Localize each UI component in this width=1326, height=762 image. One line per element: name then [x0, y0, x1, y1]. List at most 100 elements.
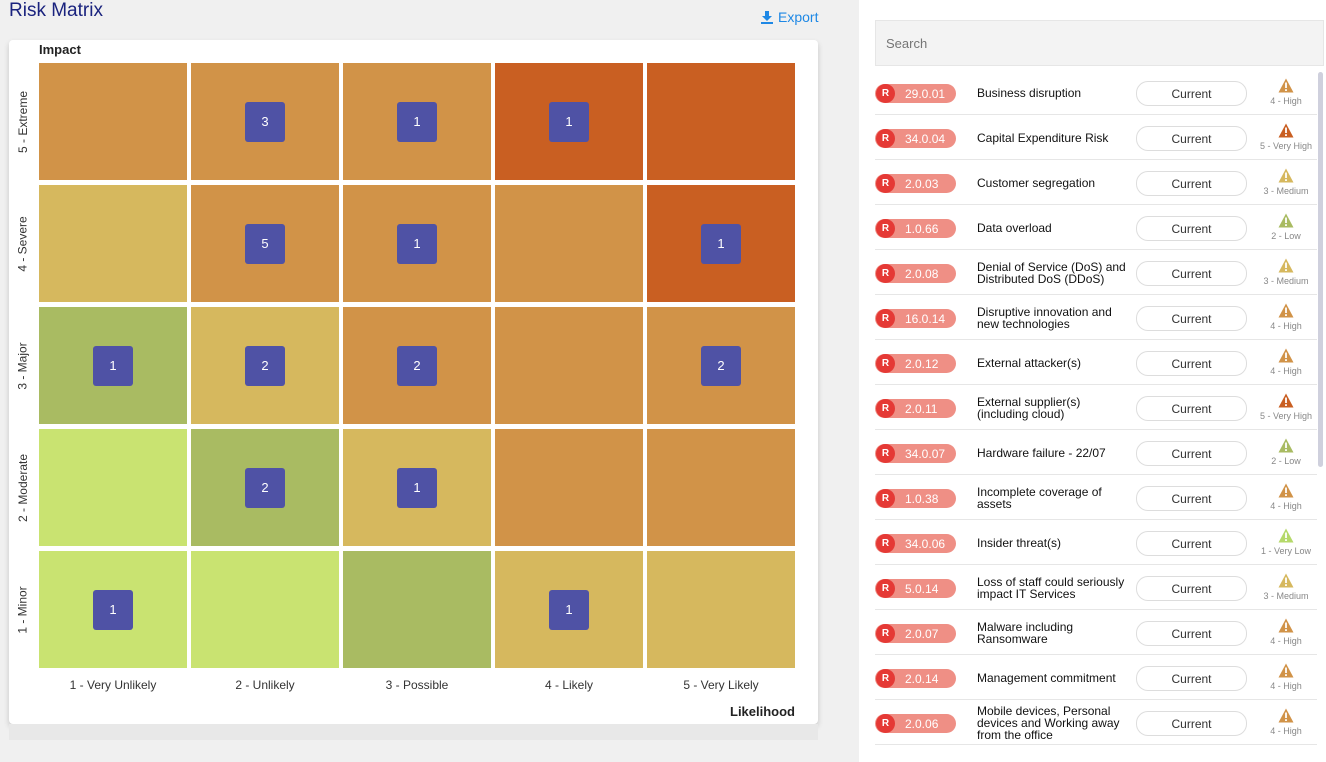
- matrix-cell[interactable]: [495, 307, 643, 424]
- risk-name: Customer segregation: [977, 175, 1096, 190]
- export-button[interactable]: Export: [760, 9, 818, 25]
- risk-list: R 29.0.01 Business disruption Current 4 - Hi…: [875, 70, 1317, 745]
- severity-label: 4 - High: [1270, 726, 1302, 736]
- risk-count-badge[interactable]: 1: [397, 223, 437, 264]
- risk-list-item[interactable]: R 2.0.14 Management commitment Current 4 - H…: [875, 655, 1317, 700]
- risk-type-r: R: [876, 174, 895, 193]
- matrix-cell[interactable]: [39, 185, 187, 302]
- matrix-cell[interactable]: 2: [647, 307, 795, 424]
- risk-list-item[interactable]: R 29.0.01 Business disruption Current 4 - Hi…: [875, 70, 1317, 115]
- risk-status-pill[interactable]: Current: [1136, 306, 1247, 331]
- search-input[interactable]: [875, 20, 1324, 66]
- risk-id-pill[interactable]: R 2.0.07: [875, 624, 956, 643]
- risk-list-item[interactable]: R 34.0.04 Capital Expenditure Risk Current 5…: [875, 115, 1317, 160]
- risk-count-badge[interactable]: 5: [245, 223, 285, 264]
- matrix-cell[interactable]: 2: [343, 307, 491, 424]
- risk-list-item[interactable]: R 1.0.38 Incomplete coverage of assets Curr…: [875, 475, 1317, 520]
- risk-status-pill[interactable]: Current: [1136, 531, 1247, 556]
- matrix-cell[interactable]: [39, 429, 187, 546]
- risk-id-pill[interactable]: R 34.0.07: [875, 444, 956, 463]
- matrix-cell[interactable]: 1: [647, 185, 795, 302]
- risk-id-pill[interactable]: R 34.0.04: [875, 129, 956, 148]
- risk-status-pill[interactable]: Current: [1136, 396, 1247, 421]
- matrix-cell[interactable]: [39, 63, 187, 180]
- risk-list-item[interactable]: R 34.0.07 Hardware failure - 22/07 Current 2…: [875, 430, 1317, 475]
- risk-count-badge[interactable]: 3: [245, 101, 285, 142]
- risk-status-pill[interactable]: Current: [1136, 351, 1247, 376]
- risk-count-badge[interactable]: 1: [549, 101, 589, 142]
- risk-count-badge[interactable]: 2: [245, 467, 285, 508]
- matrix-cell[interactable]: 1: [343, 63, 491, 180]
- matrix-cell[interactable]: 1: [495, 551, 643, 668]
- matrix-cell[interactable]: 1: [343, 429, 491, 546]
- risk-id-pill[interactable]: R 2.0.06: [875, 714, 956, 733]
- risk-list-item[interactable]: R 2.0.03 Customer segregation Current 3 - Me…: [875, 160, 1317, 205]
- risk-id-pill[interactable]: R 5.0.14: [875, 579, 956, 598]
- risk-count-badge[interactable]: 2: [397, 345, 437, 386]
- risk-count-badge[interactable]: 1: [397, 467, 437, 508]
- matrix-cell[interactable]: [647, 551, 795, 668]
- risk-count-badge[interactable]: 1: [397, 101, 437, 142]
- matrix-cell[interactable]: [647, 63, 795, 180]
- risk-id-pill[interactable]: R 2.0.11: [875, 399, 956, 418]
- risk-type-r: R: [876, 399, 895, 418]
- matrix-cell[interactable]: [495, 185, 643, 302]
- risk-status-pill[interactable]: Current: [1136, 441, 1247, 466]
- risk-id-pill[interactable]: R 2.0.08: [875, 264, 956, 283]
- matrix-cell[interactable]: 2: [191, 307, 339, 424]
- risk-name: Management commitment: [977, 670, 1116, 685]
- risk-id-pill[interactable]: R 2.0.12: [875, 354, 956, 373]
- risk-list-item[interactable]: R 5.0.14 Loss of staff could seriously imp…: [875, 565, 1317, 610]
- risk-list-item[interactable]: R 2.0.07 Malware including Ransomware Curre…: [875, 610, 1317, 655]
- risk-id-pill[interactable]: R 34.0.06: [875, 534, 956, 553]
- risk-id-pill[interactable]: R 1.0.66: [875, 219, 956, 238]
- matrix-cell[interactable]: [191, 551, 339, 668]
- risk-id-pill[interactable]: R 2.0.14: [875, 669, 956, 688]
- risk-list-item[interactable]: R 34.0.06 Insider threat(s) Current 1 - Very…: [875, 520, 1317, 565]
- matrix-cell[interactable]: 1: [343, 185, 491, 302]
- matrix-cell[interactable]: 5: [191, 185, 339, 302]
- risk-status-pill[interactable]: Current: [1136, 171, 1247, 196]
- risk-status-pill[interactable]: Current: [1136, 711, 1247, 736]
- risk-type-r: R: [876, 84, 895, 103]
- risk-id-pill[interactable]: R 1.0.38: [875, 489, 956, 508]
- warning-icon: [1278, 483, 1294, 498]
- risk-status-pill[interactable]: Current: [1136, 621, 1247, 646]
- matrix-cell[interactable]: 1: [39, 307, 187, 424]
- risk-status-pill[interactable]: Current: [1136, 81, 1247, 106]
- risk-count-badge[interactable]: 2: [701, 345, 741, 386]
- risk-count-badge[interactable]: 1: [701, 223, 741, 264]
- risk-type-r: R: [876, 129, 895, 148]
- matrix-cell[interactable]: [343, 551, 491, 668]
- risk-id-pill[interactable]: R 16.0.14: [875, 309, 956, 328]
- matrix-cell[interactable]: [495, 429, 643, 546]
- risk-list-item[interactable]: R 2.0.08 Denial of Service (DoS) and Distr…: [875, 250, 1317, 295]
- risk-count-badge[interactable]: 1: [93, 345, 133, 386]
- risk-id-pill[interactable]: R 29.0.01: [875, 84, 956, 103]
- risk-status-pill[interactable]: Current: [1136, 486, 1247, 511]
- risk-status-pill[interactable]: Current: [1136, 126, 1247, 151]
- risk-status-pill[interactable]: Current: [1136, 576, 1247, 601]
- list-scrollbar[interactable]: [1318, 72, 1323, 467]
- matrix-cell[interactable]: [647, 429, 795, 546]
- risk-status-pill[interactable]: Current: [1136, 216, 1247, 241]
- matrix-cell[interactable]: 2: [191, 429, 339, 546]
- risk-id: 34.0.06: [905, 536, 946, 551]
- risk-list-item[interactable]: R 2.0.12 External attacker(s) Current 4 - Hi…: [875, 340, 1317, 385]
- matrix-cell[interactable]: 1: [39, 551, 187, 668]
- risk-list-item[interactable]: R 16.0.14 Disruptive innovation and new te…: [875, 295, 1317, 340]
- risk-name: Insider threat(s): [977, 535, 1062, 550]
- risk-id: 2.0.11: [905, 401, 938, 416]
- risk-list-item[interactable]: R 1.0.66 Data overload Current 2 - Low: [875, 205, 1317, 250]
- warning-icon: [1278, 168, 1294, 183]
- matrix-cell[interactable]: 1: [495, 63, 643, 180]
- risk-count-badge[interactable]: 1: [93, 589, 133, 630]
- risk-id-pill[interactable]: R 2.0.03: [875, 174, 956, 193]
- risk-status-pill[interactable]: Current: [1136, 666, 1247, 691]
- risk-list-item[interactable]: R 2.0.06 Mobile devices, Personal devices …: [875, 700, 1317, 745]
- risk-status-pill[interactable]: Current: [1136, 261, 1247, 286]
- risk-count-badge[interactable]: 1: [549, 589, 589, 630]
- risk-count-badge[interactable]: 2: [245, 345, 285, 386]
- matrix-cell[interactable]: 3: [191, 63, 339, 180]
- risk-list-item[interactable]: R 2.0.11 External supplier(s) (including c…: [875, 385, 1317, 430]
